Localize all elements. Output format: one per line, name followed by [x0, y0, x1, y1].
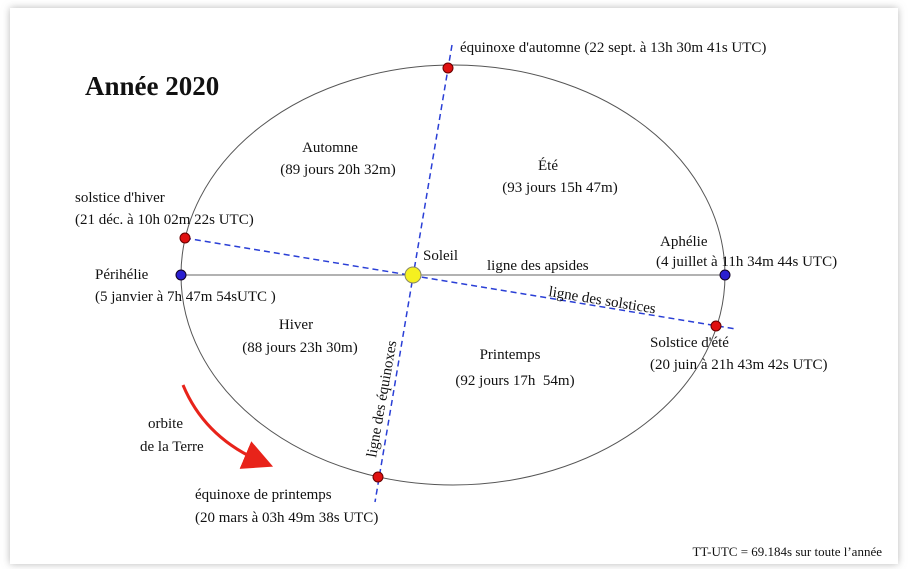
- label: (89 jours 20h 32m): [280, 162, 395, 178]
- label: (20 juin à 21h 43m 42s UTC): [650, 357, 828, 373]
- label: (92 jours 17h 54m): [455, 373, 574, 389]
- title: Année 2020: [85, 71, 219, 101]
- label: (5 janvier à 7h 47m 54sUTC ): [95, 289, 276, 305]
- label: de la Terre: [140, 439, 204, 455]
- point: [442, 62, 454, 74]
- label: Hiver: [279, 317, 313, 333]
- frame: [10, 8, 898, 564]
- label: (20 mars à 03h 49m 38s UTC): [195, 510, 378, 526]
- label: Printemps: [480, 347, 541, 363]
- label: équinoxe d'automne (22 sept. à 13h 30m 4…: [460, 40, 766, 56]
- label: TT-UTC = 69.184s sur toute l’année: [692, 544, 882, 559]
- label: Périhélie: [95, 267, 149, 283]
- label: Soleil: [423, 248, 458, 264]
- label: orbite: [148, 416, 183, 432]
- label: Solstice d'été: [650, 335, 729, 351]
- label: Aphélie: [660, 234, 708, 250]
- point: [710, 320, 722, 332]
- label: Automne: [302, 140, 358, 156]
- point: [179, 232, 191, 244]
- label: (88 jours 23h 30m): [242, 340, 357, 356]
- label: équinoxe de printemps: [195, 487, 332, 503]
- point: [175, 269, 187, 281]
- label: solstice d'hiver: [75, 190, 165, 206]
- label: (21 déc. à 10h 02m 22s UTC): [75, 212, 254, 228]
- sun: [404, 266, 422, 284]
- label: ligne des apsides: [487, 258, 589, 274]
- solstice-line: [184, 237, 737, 330]
- label: (93 jours 15h 47m): [502, 180, 617, 196]
- label: Été: [538, 157, 558, 174]
- label: (4 juillet à 11h 34m 44s UTC): [656, 254, 837, 270]
- orbit-arrow: [181, 384, 274, 469]
- point: [719, 269, 731, 281]
- point: [372, 471, 384, 483]
